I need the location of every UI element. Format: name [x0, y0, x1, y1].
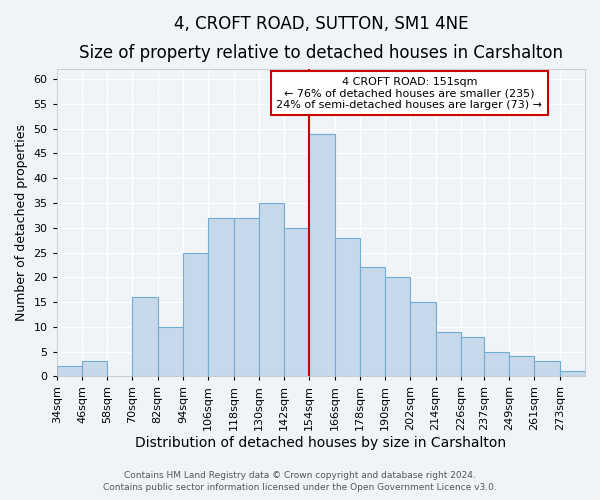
- Bar: [284, 228, 309, 376]
- Y-axis label: Number of detached properties: Number of detached properties: [15, 124, 28, 322]
- Bar: [259, 203, 284, 376]
- Bar: [410, 302, 436, 376]
- Bar: [233, 218, 259, 376]
- Bar: [208, 218, 233, 376]
- Bar: [183, 252, 208, 376]
- Title: 4, CROFT ROAD, SUTTON, SM1 4NE
Size of property relative to detached houses in C: 4, CROFT ROAD, SUTTON, SM1 4NE Size of p…: [79, 15, 563, 62]
- Bar: [484, 352, 509, 376]
- Bar: [385, 278, 410, 376]
- X-axis label: Distribution of detached houses by size in Carshalton: Distribution of detached houses by size …: [135, 436, 506, 450]
- Bar: [158, 327, 183, 376]
- Bar: [309, 134, 335, 376]
- Bar: [57, 366, 82, 376]
- Bar: [509, 356, 535, 376]
- Text: 4 CROFT ROAD: 151sqm
← 76% of detached houses are smaller (235)
24% of semi-deta: 4 CROFT ROAD: 151sqm ← 76% of detached h…: [276, 76, 542, 110]
- Bar: [535, 362, 560, 376]
- Bar: [82, 362, 107, 376]
- Bar: [436, 332, 461, 376]
- Text: Contains HM Land Registry data © Crown copyright and database right 2024.
Contai: Contains HM Land Registry data © Crown c…: [103, 471, 497, 492]
- Bar: [360, 268, 385, 376]
- Bar: [335, 238, 360, 376]
- Bar: [560, 372, 585, 376]
- Bar: [133, 297, 158, 376]
- Bar: [461, 336, 484, 376]
